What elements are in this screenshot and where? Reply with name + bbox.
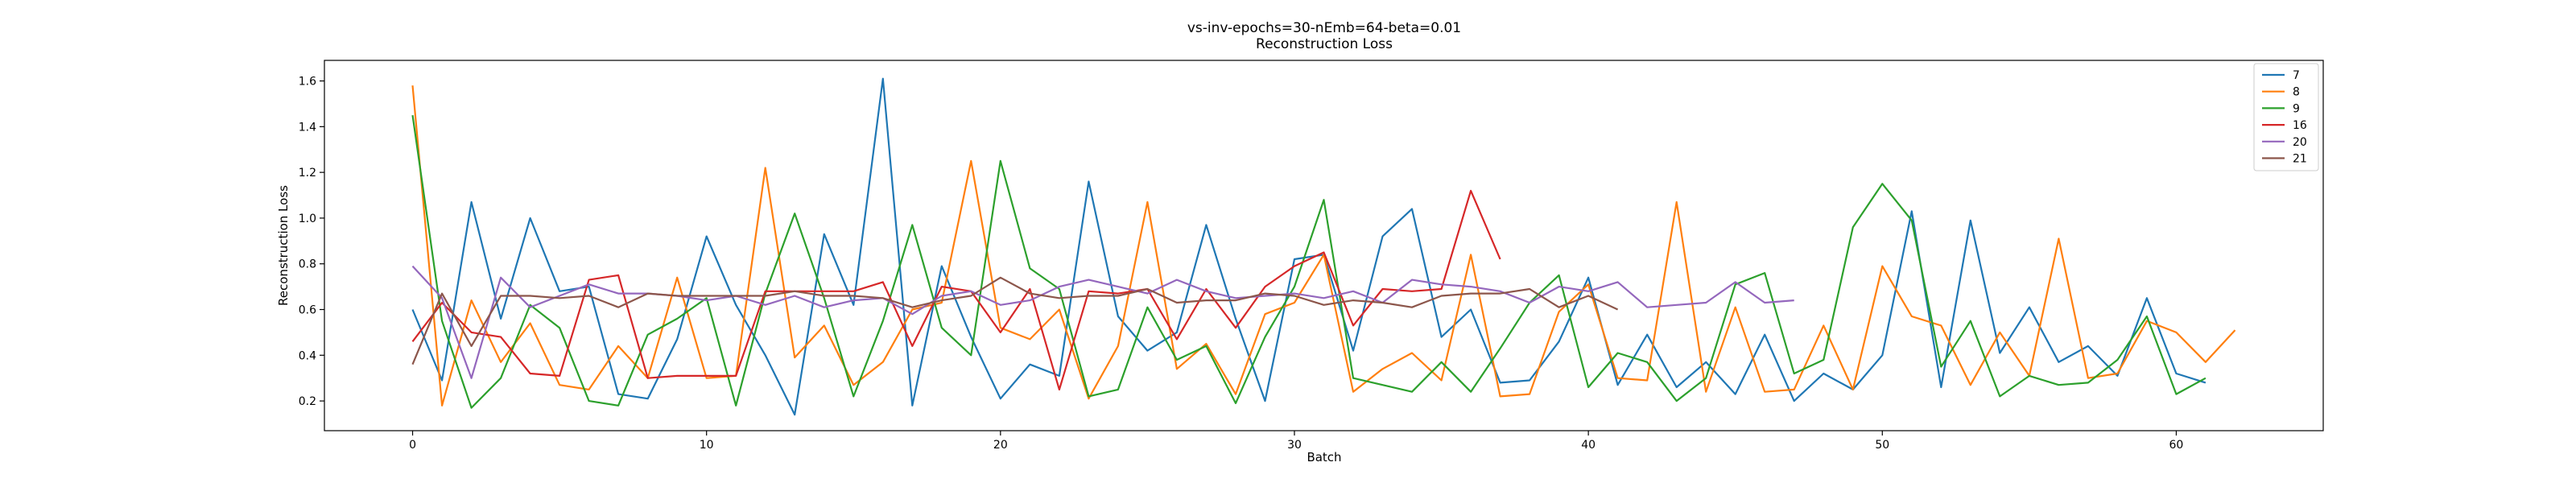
series-line-21	[411, 276, 1619, 365]
series-line-8	[411, 85, 2236, 407]
legend: 7 8 9 16 20 21	[2253, 63, 2319, 171]
y-tick-label: 1.2	[299, 167, 316, 180]
series-line-7	[411, 77, 2207, 416]
x-tick-label: 10	[700, 439, 714, 452]
legend-label-7: 7	[2293, 69, 2300, 82]
y-tick-label: 0.2	[299, 395, 316, 408]
legend-label-20: 20	[2293, 136, 2307, 149]
legend-label-8: 8	[2293, 86, 2300, 99]
y-tick-label: 0.4	[299, 349, 316, 362]
y-tick-label: 1.6	[299, 76, 316, 89]
legend-label-16: 16	[2293, 119, 2307, 132]
chart-title: vs-inv-epochs=30-nEmb=64-beta=0.01	[1187, 20, 1461, 36]
x-tick-label: 40	[1581, 439, 1596, 452]
y-tick-label: 0.8	[299, 258, 316, 271]
y-tick-label: 1.0	[299, 213, 316, 225]
series-line-20	[411, 265, 1794, 379]
series-line-9	[411, 114, 2207, 409]
x-tick-label: 60	[2169, 439, 2184, 452]
x-tick-label: 20	[993, 439, 1008, 452]
chart-subtitle: Reconstruction Loss	[1256, 36, 1393, 52]
legend-label-9: 9	[2293, 102, 2300, 115]
x-axis-label: Batch	[1307, 450, 1341, 464]
legend-label-21: 21	[2293, 153, 2307, 166]
x-tick-label: 30	[1287, 439, 1302, 452]
x-tick-label: 50	[1875, 439, 1889, 452]
series-line-16	[411, 189, 1501, 390]
series-layer	[411, 77, 2236, 416]
y-tick-label: 0.6	[299, 304, 316, 317]
legend-box	[2253, 63, 2319, 171]
y-axis-label: Reconstruction Loss	[276, 185, 291, 306]
x-tick-label: 0	[409, 439, 416, 452]
axis-ticks: 0 10 20 30 40 50 60 0.2 0.4 0.6 0.8 1.0 1.2 1.4 1.6	[299, 76, 2184, 452]
y-tick-label: 1.4	[299, 121, 316, 134]
plot-area-frame	[324, 60, 2324, 431]
